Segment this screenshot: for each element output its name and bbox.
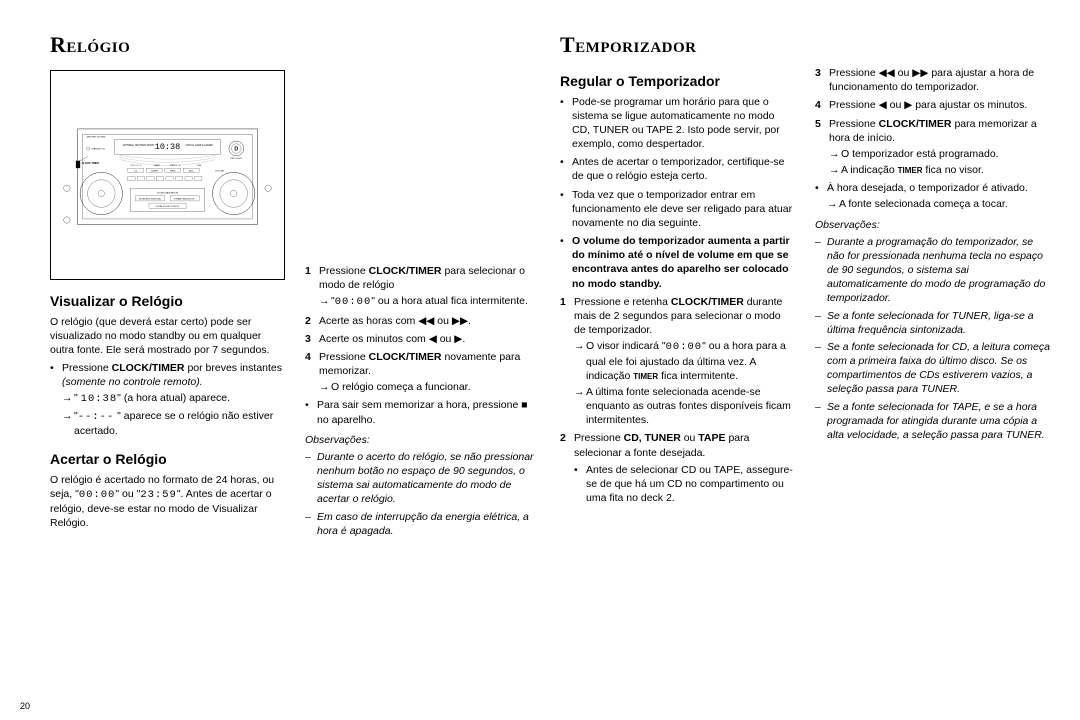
timer-step-3: 3Pressione ◀◀ ou ▶▶ para ajustar a hora … [815,66,1050,94]
section-title-clock: Relógio [50,30,285,60]
obs2-1: Durante a programação do temporizador, s… [815,235,1050,306]
svg-text:TAPE 1 • 2: TAPE 1 • 2 [170,164,181,167]
svg-text:STANDBY ON: STANDBY ON [91,147,105,150]
svg-text:VOLUME: VOLUME [215,170,225,172]
svg-text:SOUND NAVIGATION: SOUND NAVIGATION [157,191,178,194]
arrow-source-plays: A fonte selecionada começa a tocar. [827,197,1050,211]
section-title-timer: Temporizador [560,30,795,60]
svg-text:TUNER: TUNER [151,170,159,172]
arrow-clock-runs: O relógio começa a funcionar. [319,380,540,394]
bullet-exit: Para sair sem memorizar a hora, pression… [305,398,540,426]
heading-set-clock: Acertar o Relógio [50,450,285,469]
arrow-time-blank: "--:-- " aparece se o relógio não estive… [62,409,285,438]
svg-text:INCREDIBLE SURROUND: INCREDIBLE SURROUND [139,198,162,200]
arrow-time-appears: " 10:38" (a hora atual) aparece. [62,391,285,406]
svg-text:CD 1 • 2 • 3: CD 1 • 2 • 3 [130,165,142,167]
heading-set-timer: Regular o Temporizador [560,72,795,91]
step-1: 1 Pressione CLOCK/TIMER para selecionar … [305,264,540,310]
timer-step-2-note: Antes de selecionar CD ou TAPE, assegure… [574,463,795,506]
timer-b2: Antes de acertar o temporizador, certifi… [560,155,795,183]
obs2-2: Se a fonte selecionada for TUNER, liga-s… [815,309,1050,337]
svg-text:BAND: BAND [154,164,160,167]
timer-b1: Pode-se programar um horário para que o … [560,95,795,152]
obs2-4: Se a fonte selecionada for TAPE, e se a … [815,400,1050,443]
obs2-3: Se a fonte selecionada for CD, a leitura… [815,340,1050,397]
svg-text:D: D [234,146,238,152]
step-2: 2Acerte as horas com ◀◀ ou ▶▶. [305,314,540,328]
text-view-intro: O relógio (que deverá estar certo) pode … [50,315,285,358]
step-4: 4 Pressione CLOCK/TIMER novamente para m… [305,350,540,395]
timer-step-1: 1 Pressione e retenha CLOCK/TIMER durant… [560,295,795,428]
svg-text:DIGITAL SOUND CONTROL: DIGITAL SOUND CONTROL [156,204,180,207]
timer-step-2: 2 Pressione CD, TUNER ou TAPE para selec… [560,431,795,505]
obs-heading-2: Observações: [815,218,1050,232]
svg-text:CDR: CDR [197,165,202,167]
step-3: 3Acerte os minutos com ◀ ou ▶. [305,332,540,346]
timer-b3: Toda vez que o temporizador entrar em fu… [560,188,795,231]
arrow-last-source: A última fonte selecionada acende-se enq… [574,385,795,428]
bullet-press-clocktimer: Pressione CLOCK/TIMER por breves instant… [50,361,285,438]
svg-text:CLOCK/ TIMER: CLOCK/ TIMER [82,162,99,165]
timer-step-4: 4Pressione ◀ ou ▶ para ajustar os minuto… [815,98,1050,112]
obs-2: Em caso de interrupção da energia elétri… [305,510,540,538]
text-set-intro: O relógio é acertado no formato de 24 ho… [50,473,285,531]
page-number: 20 [20,700,30,712]
arrow-display-0000: O visor indicará "00:00" ou a hora para … [574,339,795,383]
svg-text:TAPE: TAPE [170,169,176,172]
stereo-diagram: 10:38 OPTIMAL TECHNO ROCK VOCAL JAZZ CLA… [50,70,285,280]
obs-1: Durante o acerto do relógio, se não pres… [305,450,540,507]
timer-step-5: 5 Pressione CLOCK/TIMER para memorizar a… [815,117,1050,178]
heading-view-clock: Visualizar o Relógio [50,292,285,311]
obs-heading: Observações: [305,433,540,447]
svg-text:OPTIMAL TECHNO ROCK: OPTIMAL TECHNO ROCK [123,143,155,147]
svg-text:DYNAMIC BASS BOOST: DYNAMIC BASS BOOST [174,197,196,200]
arrow-timer-disp: A indicação TIMER fica no visor. [829,163,1050,177]
svg-text:VOCAL JAZZ CLASSIC: VOCAL JAZZ CLASSIC [185,143,213,147]
svg-text:CD: CD [134,170,138,172]
svg-text:10:38: 10:38 [155,142,180,152]
timer-ontime: À hora desejada, o temporizador é ativad… [815,181,1050,211]
svg-text:PRO•LOGIC: PRO•LOGIC [230,158,242,160]
arrow-timer-prog: O temporizador está programado. [829,147,1050,161]
svg-text:MINI HIFI SYSTEM: MINI HIFI SYSTEM [87,136,106,138]
arrow-0000-blink: "00:00" ou a hora atual fica intermitent… [319,294,540,309]
svg-text:AUX: AUX [189,169,194,172]
timer-b4: O volume do temporizador aumenta a parti… [560,234,795,291]
